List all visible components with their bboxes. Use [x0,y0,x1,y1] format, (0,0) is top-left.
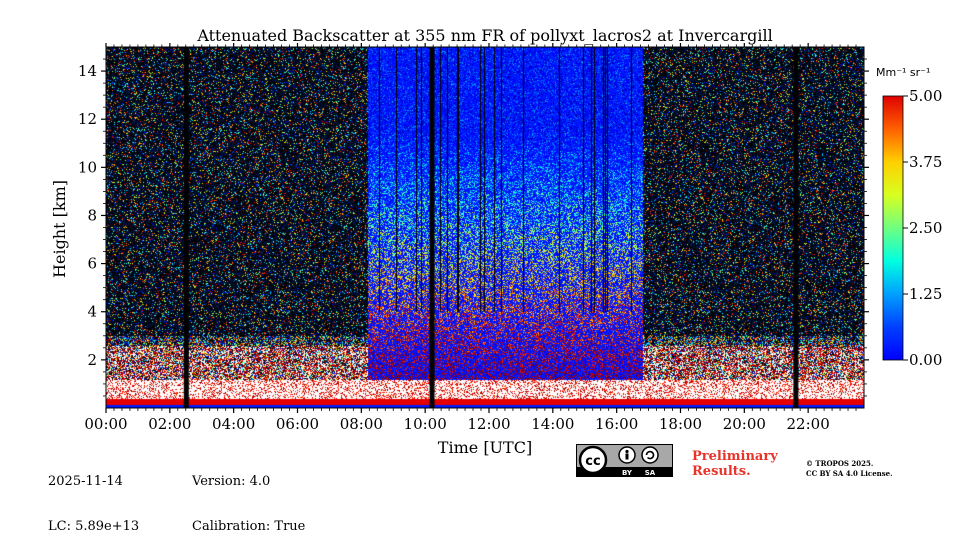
y-tick-label: 12 [78,110,97,128]
sa-label: SA [645,469,656,477]
figure: Attenuated Backscatter at 355 nm FR of p… [50,26,942,457]
preliminary-results-note: Preliminary Results. [692,449,778,479]
colorbar-tick-label: 0.00 [909,351,942,369]
cc-icon [578,445,608,475]
x-tick-label: 14:00 [531,415,574,433]
by-label: BY [622,469,633,477]
y-axis: 2 4 6 8 10 12 14 [78,58,869,397]
x-tick-label: 16:00 [595,415,638,433]
copyright-notice: © TROPOS 2025. CC BY SA 4.0 License. [806,459,893,478]
y-tick-label: 4 [87,303,97,321]
x-tick-label: 08:00 [340,415,383,433]
x-tick-label: 04:00 [212,415,255,433]
chart-title: Attenuated Backscatter at 355 nm FR of p… [196,26,772,45]
x-tick-label: 10:00 [404,415,447,433]
heatmap-area [106,47,864,408]
y-tick-label: 6 [87,255,97,273]
colorbar-unit: Mm⁻¹ sr⁻¹ [876,66,930,79]
colorbar-tick-label: 5.00 [909,87,942,105]
footer-version: Version: 4.0 [192,474,271,489]
y-tick-label: 14 [78,62,97,80]
x-tick-label: 18:00 [659,415,702,433]
y-tick-label: 8 [87,206,97,224]
colorbar-gradient [882,95,904,361]
colorbar-tick-label: 2.50 [909,219,942,237]
x-axis: 00:00 02:00 04:00 06:00 08:00 10:00 12:00 14:00… [84,43,857,433]
backscatter-heatmap [106,47,864,408]
y-axis-label: Height [km] [50,180,69,278]
x-tick-label: 20:00 [723,415,766,433]
x-tick-label: 12:00 [467,415,510,433]
footer-date: 2025-11-14 [48,474,123,489]
footer-lc: LC: 5.89e+13 [48,519,140,534]
colorbar-tick-label: 1.25 [909,285,942,303]
x-tick-label: 00:00 [84,415,127,433]
sa-icon [641,446,659,464]
x-tick-label: 22:00 [787,415,830,433]
cc-logo-text: cc [585,454,600,469]
colorbar-tick-label: 3.75 [909,153,942,171]
x-tick-label: 02:00 [148,415,191,433]
y-tick-label: 2 [87,351,97,369]
x-tick-label: 06:00 [276,415,319,433]
footer-calibration: Calibration: True [192,519,306,534]
colorbar: 0.00 1.25 2.50 3.75 5.00 Mm⁻¹ sr⁻¹ [876,66,942,369]
y-tick-label: 10 [78,158,97,176]
x-axis-label: Time [UTC] [438,438,532,457]
cc-by-sa-license-badge: cc BY SA [576,444,673,477]
